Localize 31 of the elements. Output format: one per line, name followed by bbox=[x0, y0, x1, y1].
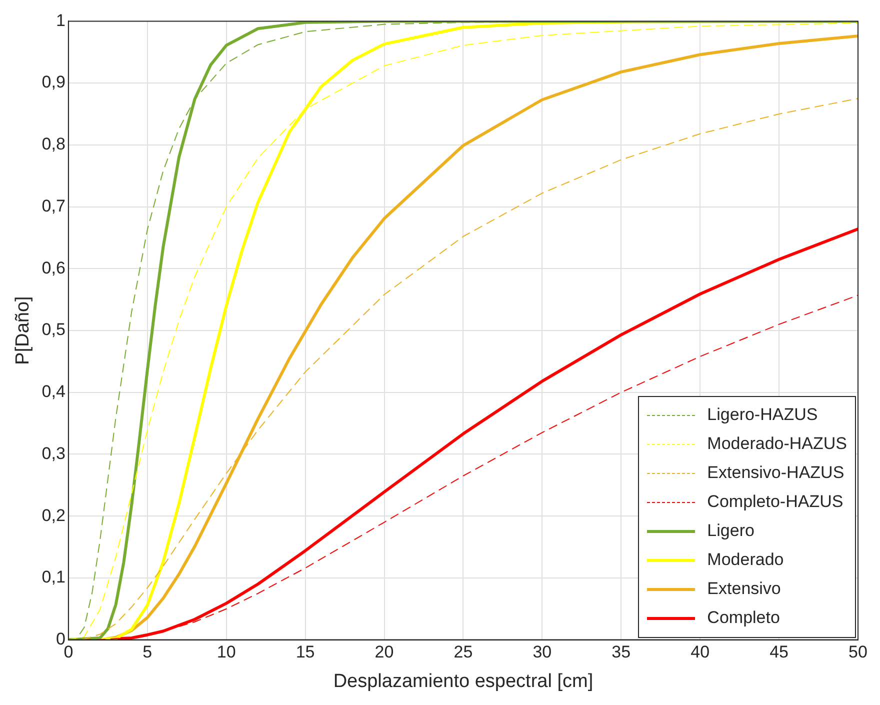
y-tick-label: 0,8 bbox=[42, 134, 66, 154]
y-tick-label: 0,4 bbox=[42, 382, 66, 402]
x-tick-label: 50 bbox=[848, 642, 868, 662]
x-axis-title: Desplazamiento espectral [cm] bbox=[333, 670, 594, 692]
y-tick-label: 0,6 bbox=[42, 258, 66, 278]
x-tick-label: 25 bbox=[454, 642, 473, 662]
x-tick-label: 20 bbox=[374, 642, 394, 662]
x-tick-label: 15 bbox=[296, 642, 315, 662]
y-tick-label: 0,2 bbox=[42, 506, 66, 525]
legend-label: Extensivo-HAZUS bbox=[707, 463, 844, 484]
legend-label: Extensivo bbox=[707, 579, 781, 600]
legend-label: Ligero bbox=[707, 521, 754, 542]
y-tick-label: 0 bbox=[56, 629, 66, 648]
y-tick-label: 0,7 bbox=[42, 196, 66, 216]
y-tick-label: 0,9 bbox=[42, 72, 66, 92]
x-tick-label: 10 bbox=[216, 642, 236, 662]
legend-label: Moderado bbox=[707, 550, 784, 570]
legend-label: Ligero-HAZUS bbox=[707, 405, 818, 426]
x-tick-label: 30 bbox=[532, 642, 552, 662]
legend-label: Moderado-HAZUS bbox=[707, 434, 847, 454]
x-tick-label: 40 bbox=[690, 642, 710, 662]
x-tick-label: 45 bbox=[770, 642, 789, 662]
legend-label: Completo bbox=[707, 608, 780, 628]
y-axis-title: P[Daño] bbox=[12, 296, 34, 365]
y-tick-label: 0,5 bbox=[42, 320, 66, 340]
legend-label: Completo-HAZUS bbox=[707, 492, 844, 512]
x-tick-label: 35 bbox=[612, 642, 631, 662]
x-tick-label: 5 bbox=[142, 642, 152, 662]
y-tick-label: 1 bbox=[56, 10, 66, 30]
y-tick-label: 0,1 bbox=[42, 568, 66, 587]
y-tick-label: 0,3 bbox=[42, 444, 66, 463]
